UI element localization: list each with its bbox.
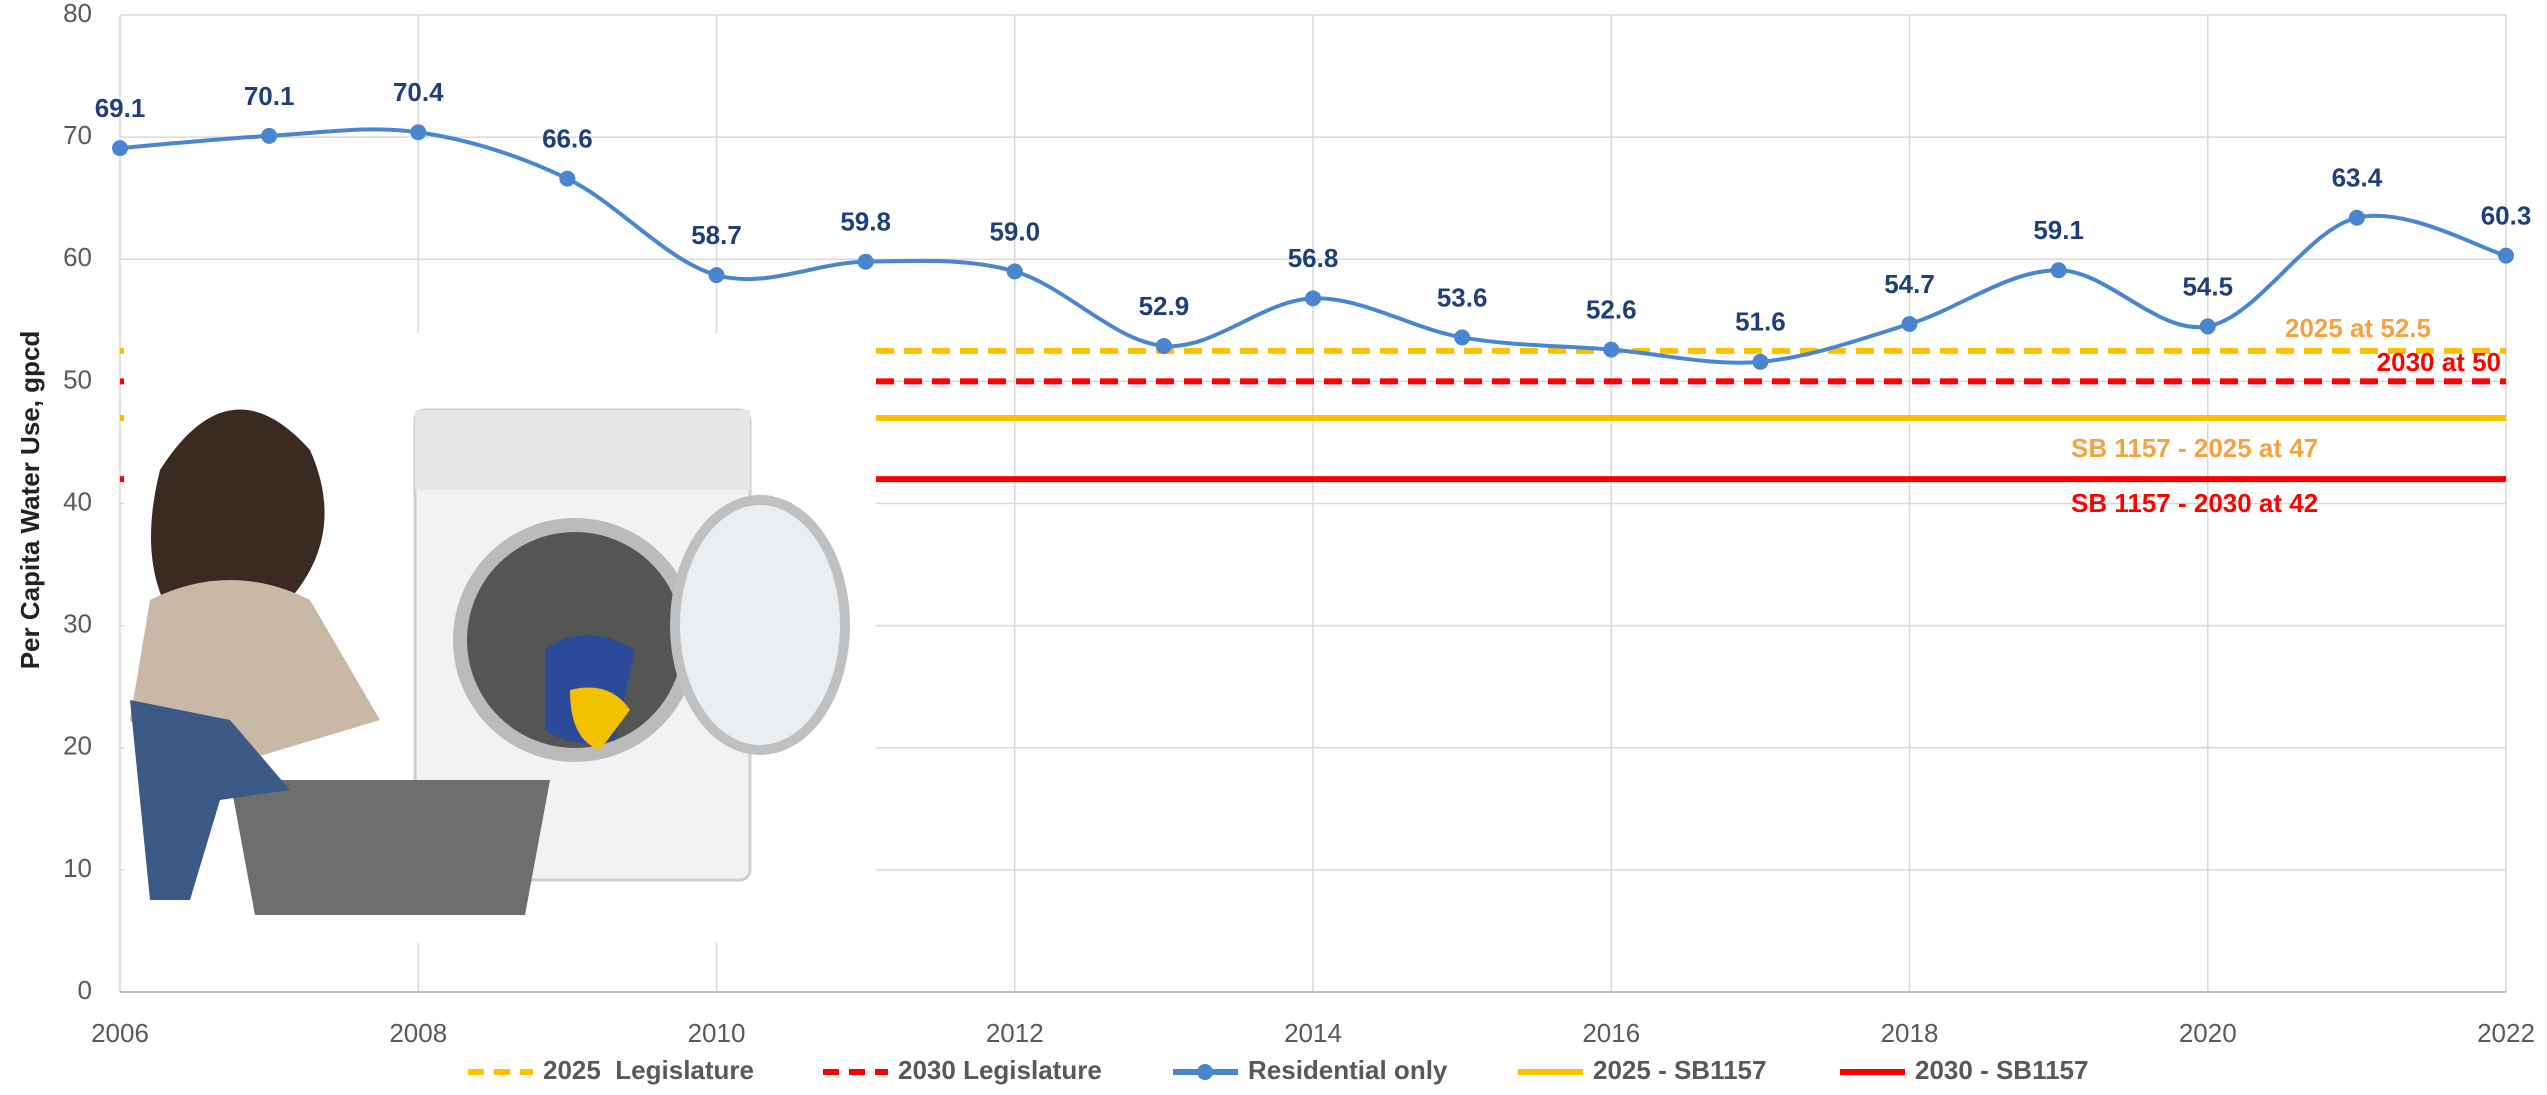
y-tick-label: 40	[63, 486, 92, 516]
legend: 2025 Legislature 2030 Legislature Resident…	[468, 1055, 2088, 1085]
data-label: 54.7	[1884, 269, 1935, 299]
legend-label: Residential only	[1248, 1055, 1448, 1085]
x-tick-label: 2012	[986, 1018, 1044, 1048]
data-point	[1305, 290, 1321, 306]
data-point	[559, 171, 575, 187]
data-point	[261, 128, 277, 144]
annotation: 2025 at 52.5	[2285, 313, 2431, 343]
data-point	[858, 254, 874, 270]
data-point	[1752, 354, 1768, 370]
data-label: 70.4	[393, 77, 444, 107]
data-label: 53.6	[1437, 282, 1488, 312]
data-point	[2051, 262, 2067, 278]
machine-panel	[415, 410, 750, 490]
machine-door	[675, 500, 845, 750]
data-point	[2200, 318, 2216, 334]
annotation: SB 1157 - 2025 at 47	[2071, 433, 2318, 463]
y-tick-label: 0	[78, 975, 92, 1005]
legend-label: 2030 - SB1157	[1915, 1055, 2088, 1085]
data-point	[112, 140, 128, 156]
legend-label: 2025 - SB1157	[1593, 1055, 1766, 1085]
x-tick-label: 2022	[2477, 1018, 2535, 1048]
chart: Per Capita Water Use, gpcd 0 10 20 30 40 50 60…	[0, 0, 2547, 1095]
photo	[124, 333, 876, 943]
x-tick-label: 2008	[389, 1018, 447, 1048]
y-tick-label: 80	[63, 0, 92, 28]
data-label: 63.4	[2332, 163, 2383, 193]
data-label: 70.1	[244, 81, 295, 111]
data-label: 66.6	[542, 124, 593, 154]
y-tick-label: 10	[63, 853, 92, 883]
x-tick-label: 2010	[688, 1018, 746, 1048]
y-tick-label: 30	[63, 609, 92, 639]
y-tick-label: 60	[63, 242, 92, 272]
data-label: 56.8	[1288, 243, 1339, 273]
data-label: 59.1	[2033, 215, 2084, 245]
data-label: 52.6	[1586, 294, 1637, 324]
data-point	[2498, 248, 2514, 264]
data-label: 58.7	[691, 220, 742, 250]
legend-marker	[1197, 1064, 1213, 1080]
y-axis-title: Per Capita Water Use, gpcd	[15, 331, 45, 670]
data-point	[1007, 263, 1023, 279]
data-label: 60.3	[2481, 200, 2532, 230]
data-label: 52.9	[1139, 291, 1190, 321]
data-label: 69.1	[95, 93, 146, 123]
legend-label: 2030 Legislature	[898, 1055, 1102, 1085]
laundry-basket	[230, 780, 550, 915]
data-label: 51.6	[1735, 307, 1786, 337]
data-point	[410, 124, 426, 140]
x-tick-label: 2014	[1284, 1018, 1342, 1048]
data-label: 54.5	[2182, 271, 2233, 301]
data-point	[1156, 338, 1172, 354]
annotation: SB 1157 - 2030 at 42	[2071, 488, 2318, 518]
data-label: 59.0	[989, 216, 1040, 246]
y-tick-label: 20	[63, 731, 92, 761]
data-label: 59.8	[840, 207, 891, 237]
data-point	[1902, 316, 1918, 332]
data-point	[1454, 329, 1470, 345]
data-point	[2349, 210, 2365, 226]
annotation: 2030 at 50	[2377, 347, 2501, 377]
legend-label: 2025 Legislature	[543, 1055, 754, 1085]
x-tick-label: 2020	[2179, 1018, 2237, 1048]
data-point	[1603, 342, 1619, 358]
y-tick-label: 50	[63, 364, 92, 394]
data-point	[709, 267, 725, 283]
x-tick-label: 2016	[1582, 1018, 1640, 1048]
x-tick-label: 2018	[1881, 1018, 1939, 1048]
y-tick-label: 70	[63, 120, 92, 150]
x-tick-label: 2006	[91, 1018, 149, 1048]
